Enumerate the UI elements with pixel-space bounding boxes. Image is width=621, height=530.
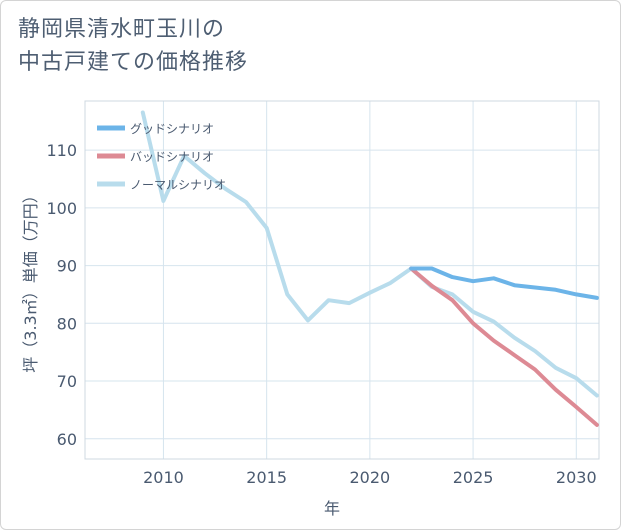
legend-label-1: バッドシナリオ: [130, 150, 214, 164]
chart-title-line-2: 中古戸建ての価格推移: [18, 50, 249, 75]
legend-label-0: グッドシナリオ: [130, 122, 214, 136]
series-line-0: [409, 266, 599, 300]
x-tick-label-2010: 2010: [143, 468, 184, 487]
x-tick-label-2025: 2025: [453, 468, 494, 487]
series-line-1: [409, 266, 599, 427]
series-layer: [140, 110, 599, 427]
legend-label-2: ノーマルシナリオ: [130, 178, 226, 192]
x-tick-label-2020: 2020: [350, 468, 391, 487]
plot-border: [84, 100, 600, 460]
chart-title-line-1: 静岡県清水町玉川の: [18, 17, 226, 42]
grid: [85, 101, 599, 459]
y-tick-label-100: 100: [46, 199, 77, 218]
x-axis: 2010 2015 2020 2025 2030: [143, 468, 597, 487]
y-tick-label-110: 110: [46, 141, 77, 160]
y-tick-label-70: 70: [57, 372, 77, 391]
chart-title: 静岡県清水町玉川の 中古戸建ての価格推移: [18, 13, 248, 79]
y-tick-label-90: 90: [57, 257, 77, 276]
x-tick-label-2015: 2015: [246, 468, 287, 487]
x-axis-title: 年: [324, 499, 340, 518]
y-tick-label-60: 60: [57, 430, 77, 449]
y-axis-title: 坪（3.3㎡）単価（万円）: [21, 187, 40, 372]
y-tick-label-80: 80: [57, 314, 77, 333]
y-axis: 60 70 80 90 100 110: [46, 141, 77, 449]
series-line-2: [140, 110, 599, 398]
x-tick-label-2030: 2030: [556, 468, 597, 487]
